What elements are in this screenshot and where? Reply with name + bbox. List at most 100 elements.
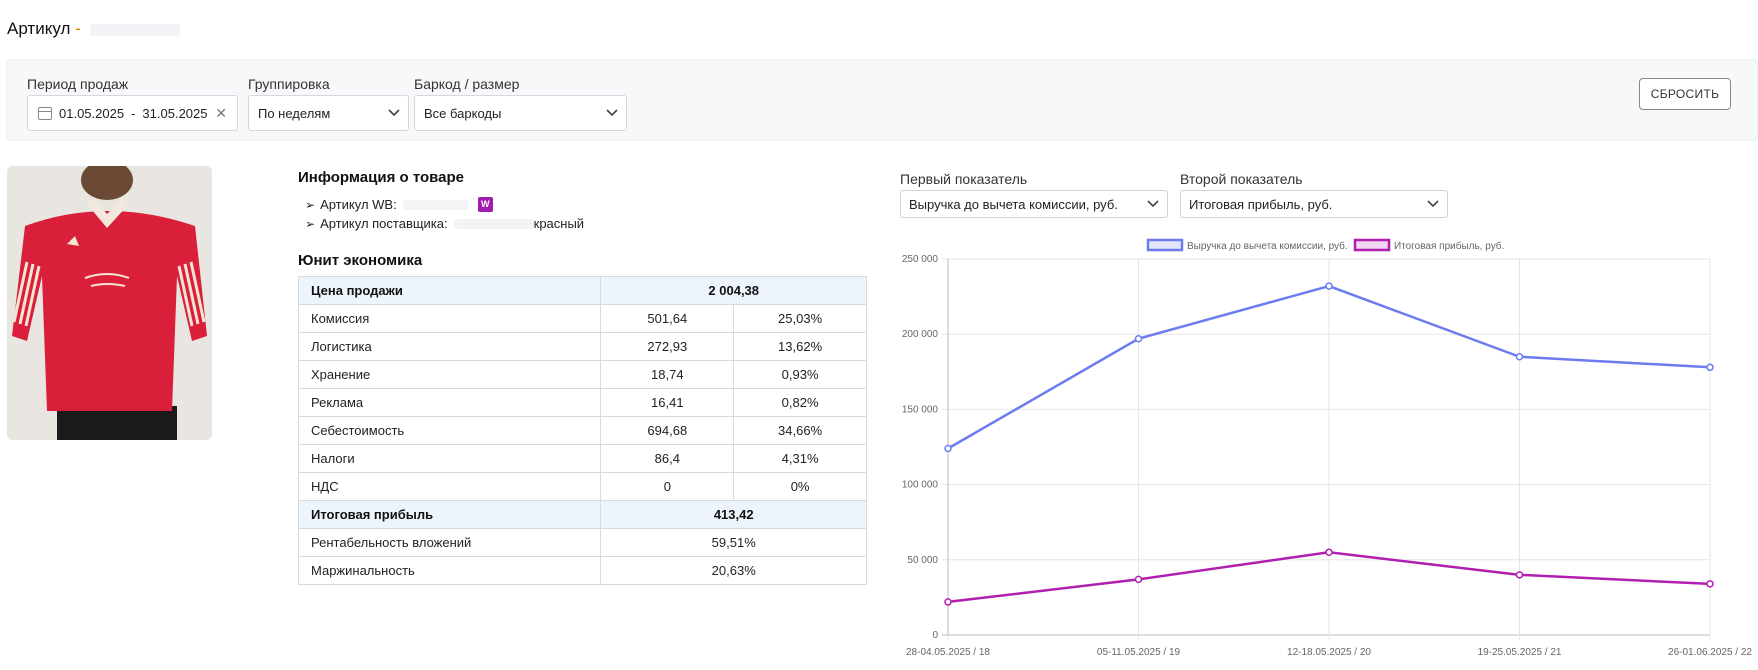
row-value: 16,41 xyxy=(600,388,735,417)
row-name: Итоговая прибыль xyxy=(297,500,602,529)
row-name: НДС xyxy=(297,472,602,501)
supplier-article-suffix: красный xyxy=(533,216,585,231)
y-tick-label: 200 000 xyxy=(902,329,939,340)
chevron-down-icon xyxy=(380,106,408,120)
grouping-label: Группировка xyxy=(248,76,330,92)
supplier-article-line: ➢ Артикул поставщика: красный xyxy=(305,216,584,231)
row-value: 86,4 xyxy=(600,444,735,473)
row-percent: 0,82% xyxy=(733,388,867,417)
page-title-text: Артикул xyxy=(7,19,71,38)
second-metric-label: Второй показатель xyxy=(1180,171,1303,187)
legend-swatch xyxy=(1353,238,1391,252)
arrow-icon: ➢ xyxy=(305,216,316,231)
x-tick-label: 28-04.05.2025 / 18 xyxy=(906,647,990,658)
page-title: Артикул - xyxy=(7,19,180,39)
page-title-separator: - xyxy=(75,19,81,38)
legend-label: Выручка до вычета комиссии, руб. xyxy=(1187,240,1348,252)
table-row: Цена продажи 2 004,38 xyxy=(297,276,867,305)
row-value: 501,64 xyxy=(600,304,735,333)
filter-bar: Период продаж 01.05.2025 - 31.05.2025 ✕ … xyxy=(6,59,1758,141)
chevron-down-icon xyxy=(1419,197,1447,211)
period-from: 01.05.2025 xyxy=(59,105,125,121)
second-metric-value: Итоговая прибыль, руб. xyxy=(1189,196,1333,212)
grouping-select[interactable]: По неделям xyxy=(248,95,409,131)
product-info-title: Информация о товаре xyxy=(298,169,465,186)
row-percent: 4,31% xyxy=(733,444,867,473)
data-point xyxy=(944,598,952,606)
table-row: Логистика 272,93 13,62% xyxy=(297,332,867,361)
table-row: Себестоимость 694,68 34,66% xyxy=(297,416,867,445)
y-tick-label: 50 000 xyxy=(907,555,938,566)
metrics-line-chart: 0 50 000 100 000 150 000 200 000 250 000 28-04… xyxy=(902,238,1752,658)
data-point xyxy=(1706,580,1714,588)
first-metric-value: Выручка до вычета комиссии, руб. xyxy=(909,196,1118,212)
redacted-wb-article xyxy=(402,199,468,210)
period-label: Период продаж xyxy=(27,76,129,92)
data-point xyxy=(944,444,952,453)
data-point xyxy=(1706,363,1714,372)
y-tick-label: 0 xyxy=(932,630,938,641)
redacted-supplier-article xyxy=(453,218,534,229)
barcode-value: Все баркоды xyxy=(424,105,502,121)
table-row: Комиссия 501,64 25,03% xyxy=(297,304,867,333)
row-name: Логистика xyxy=(297,332,602,361)
period-to: 31.05.2025 xyxy=(142,105,208,121)
barcode-select[interactable]: Все баркоды xyxy=(414,95,627,131)
table-row: Хранение 18,74 0,93% xyxy=(297,360,867,389)
row-name: Комиссия xyxy=(297,304,602,333)
data-point xyxy=(1325,282,1333,290)
x-tick-label: 05-11.05.2025 / 19 xyxy=(1097,647,1181,658)
x-tick-label: 19-25.05.2025 / 21 xyxy=(1478,647,1562,658)
y-tick-label: 100 000 xyxy=(902,480,939,491)
row-value: 694,68 xyxy=(600,416,735,445)
arrow-icon: ➢ xyxy=(305,197,316,212)
second-metric-select[interactable]: Итоговая прибыль, руб. xyxy=(1180,190,1448,218)
table-row: Рентабельность вложений 59,51% xyxy=(297,528,867,557)
row-name: Налоги xyxy=(297,444,602,473)
y-tick-label: 250 000 xyxy=(902,254,939,265)
row-name: Себестоимость xyxy=(297,416,602,445)
row-percent: 0% xyxy=(733,472,867,501)
table-row: Налоги 86,4 4,31% xyxy=(297,444,867,473)
table-row: Маржинальность 20,63% xyxy=(297,556,867,585)
data-point xyxy=(1134,334,1143,343)
wb-article-line: ➢ Артикул WB: W xyxy=(305,197,493,212)
row-percent: 0,93% xyxy=(733,360,867,389)
row-name: Рентабельность вложений xyxy=(297,528,602,557)
table-row: Итоговая прибыль 413,42 xyxy=(297,500,867,529)
data-point xyxy=(1325,548,1333,557)
grouping-value: По неделям xyxy=(258,105,331,121)
barcode-label: Баркод / размер xyxy=(414,76,520,92)
first-metric-label: Первый показатель xyxy=(900,171,1028,187)
x-tick-label: 26-01.06.2025 / 22 xyxy=(1668,647,1752,658)
row-name: Реклама xyxy=(297,388,602,417)
legend-label: Итоговая прибыль, руб. xyxy=(1394,240,1504,252)
wildberries-icon[interactable]: W xyxy=(477,197,493,212)
legend-swatch xyxy=(1146,238,1184,252)
table-row: Реклама 16,41 0,82% xyxy=(297,388,867,417)
row-percent: 34,66% xyxy=(733,416,867,445)
redacted-article xyxy=(89,23,180,36)
data-point xyxy=(1515,353,1524,361)
period-date-range-picker[interactable]: 01.05.2025 - 31.05.2025 ✕ xyxy=(27,95,238,131)
calendar-icon xyxy=(38,106,52,120)
row-value: 413,42 xyxy=(600,500,867,529)
table-row: НДС 0 0% xyxy=(297,472,867,501)
chevron-down-icon xyxy=(598,106,626,120)
unit-economics-table: Цена продажи 2 004,38 Комиссия 501,64 25,03%… xyxy=(297,276,867,585)
product-photo xyxy=(7,166,212,440)
row-name: Хранение xyxy=(297,360,602,389)
clear-icon[interactable]: ✕ xyxy=(215,104,227,121)
first-metric-select[interactable]: Выручка до вычета комиссии, руб. xyxy=(900,190,1168,218)
row-percent: 25,03% xyxy=(733,304,867,333)
row-name: Цена продажи xyxy=(297,276,602,305)
row-value: 272,93 xyxy=(600,332,735,361)
row-percent: 13,62% xyxy=(733,332,867,361)
data-point xyxy=(1515,571,1524,579)
chevron-down-icon xyxy=(1139,197,1167,211)
reset-button[interactable]: СБРОСИТЬ xyxy=(1639,78,1731,110)
row-value: 18,74 xyxy=(600,360,735,389)
wb-article-label: Артикул WB: xyxy=(320,197,397,212)
row-name: Маржинальность xyxy=(297,556,602,585)
row-value: 2 004,38 xyxy=(600,276,867,305)
